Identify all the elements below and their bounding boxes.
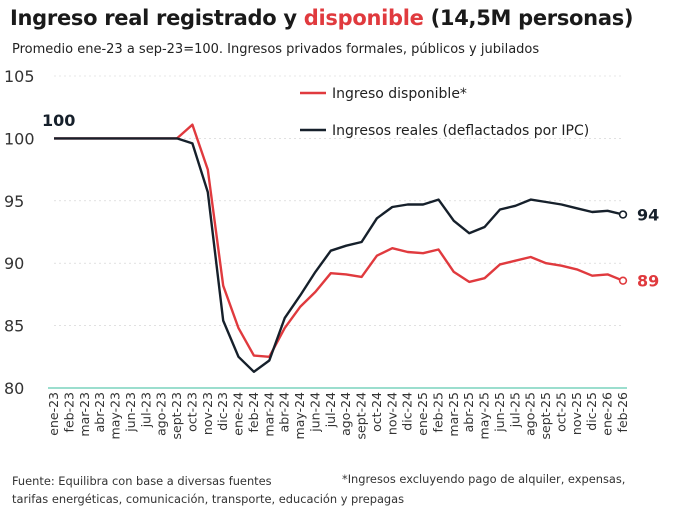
x-tick-label: sept-25 xyxy=(538,392,553,439)
x-tick-label: ago-25 xyxy=(523,392,538,436)
x-tick-label: feb-26 xyxy=(615,392,630,432)
x-tick-label: nov-24 xyxy=(384,392,399,435)
end-marker-disponible xyxy=(618,276,628,285)
x-tick-label: ene-25 xyxy=(415,392,430,436)
x-tick-label: sept-24 xyxy=(354,392,369,440)
title-part-1: Ingreso real registrado y xyxy=(10,6,304,30)
title-part-2: (14,5M personas) xyxy=(423,6,634,30)
x-tick-label: oct-24 xyxy=(369,392,384,432)
series-line-disponible xyxy=(54,123,624,358)
end-marker-reales xyxy=(618,210,628,219)
x-tick-label: may-23 xyxy=(108,392,123,439)
x-tick-label: abr-24 xyxy=(277,392,292,432)
footnote-continuation: tarifas energéticas, comunicación, trans… xyxy=(12,492,405,506)
chart-subtitle: Promedio ene-23 a sep-23=100. Ingresos p… xyxy=(12,42,540,57)
y-tick-label: 100 xyxy=(4,129,35,148)
chart-footer: Fuente: Equilibra con base a diversas fu… xyxy=(12,472,404,508)
y-tick-label: 95 xyxy=(4,192,24,211)
start-label: 100 xyxy=(42,111,75,130)
x-tick-label: oct-25 xyxy=(553,392,568,432)
x-tick-label: jun-25 xyxy=(492,392,507,433)
x-tick-label: feb-25 xyxy=(430,392,445,432)
x-tick-label: ago-23 xyxy=(154,392,169,436)
series-line-reales xyxy=(54,137,624,373)
y-tick-label: 80 xyxy=(4,379,24,398)
title-highlight: disponible xyxy=(303,6,424,30)
y-tick-label: 105 xyxy=(4,67,35,86)
x-tick-label: nov-23 xyxy=(200,392,215,435)
x-tick-label: sept-23 xyxy=(169,392,184,439)
footnote: *Ingresos excluyendo pago de alquiler, e… xyxy=(342,472,626,486)
legend-label-reales: Ingresos reales (deflactados por IPC) xyxy=(332,123,589,139)
y-tick-label: 85 xyxy=(4,317,24,336)
x-tick-label: feb-24 xyxy=(246,392,261,432)
x-tick-label: abr-25 xyxy=(461,392,476,432)
x-tick-label: ene-23 xyxy=(46,392,61,436)
x-tick-label: ene-24 xyxy=(231,392,246,436)
chart-title: Ingreso real registrado y disponible (14… xyxy=(10,6,634,30)
x-tick-label: mar-23 xyxy=(77,392,92,437)
x-tick-label: ene-26 xyxy=(600,392,615,436)
x-tick-label: jul-24 xyxy=(323,392,338,428)
x-tick-label: dic-23 xyxy=(215,392,230,431)
x-tick-label: jul-25 xyxy=(507,392,522,428)
x-tick-label: dic-24 xyxy=(400,392,415,431)
x-tick-label: nov-25 xyxy=(569,392,584,435)
x-tick-label: mar-24 xyxy=(261,392,276,437)
x-tick-label: oct-23 xyxy=(184,392,199,432)
x-tick-label: jul-23 xyxy=(138,392,153,428)
y-tick-label: 90 xyxy=(4,254,24,273)
source-note: Fuente: Equilibra con base a diversas fu… xyxy=(12,474,272,488)
x-tick-label: ago-24 xyxy=(338,392,353,436)
x-tick-label: jun-23 xyxy=(123,392,138,433)
x-tick-label: dic-25 xyxy=(584,392,599,431)
x-tick-label: abr-23 xyxy=(92,392,107,432)
legend-label-disponible: Ingreso disponible* xyxy=(332,86,467,102)
x-tick-label: jun-24 xyxy=(307,392,322,433)
x-tick-label: may-25 xyxy=(477,392,492,439)
x-tick-label: mar-25 xyxy=(446,392,461,437)
end-label-reales: 94 xyxy=(637,206,659,225)
x-tick-label: feb-23 xyxy=(61,392,76,432)
x-tick-label: may-24 xyxy=(292,392,307,439)
end-label-disponible: 89 xyxy=(637,272,659,291)
